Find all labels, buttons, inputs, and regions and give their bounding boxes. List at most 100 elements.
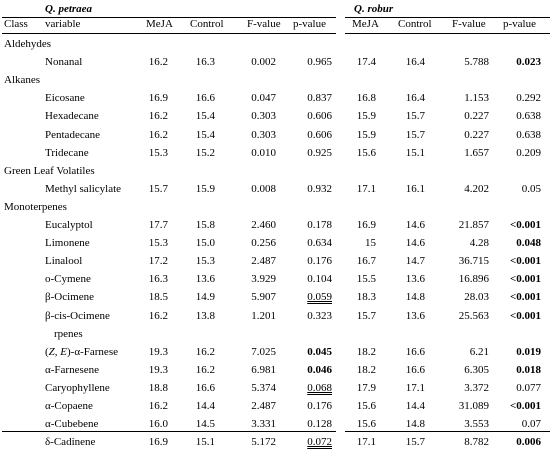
- robur-fvalue-cell: 36.715: [458, 255, 489, 268]
- robur-fvalue-cell: 28.03: [464, 291, 489, 304]
- petraea-pvalue-cell: 0.932: [307, 182, 332, 195]
- robur-fvalue-cell: 1.153: [464, 92, 489, 105]
- robur-control-cell: 13.6: [405, 309, 425, 322]
- robur-control-cell: 13.6: [405, 273, 425, 286]
- robur-meja-cell: 17.9: [356, 381, 376, 394]
- robur-meja-cell: 15.6: [356, 400, 376, 412]
- species-heading-robur: Q. robur: [354, 3, 394, 15]
- table-row: β-Ocimene 18.5 14.9 5.907 0.059 18.3 14.8 28.03…: [0, 288, 553, 306]
- robur-pvalue-cell: <0.001: [509, 309, 541, 322]
- robur-meja-cell: 16.9: [356, 219, 376, 231]
- robur-fvalue-cell: 31.089: [458, 400, 489, 412]
- robur-meja-cell: 18.3: [356, 291, 376, 304]
- petraea-pvalue-cell: 0.837: [307, 92, 332, 105]
- robur-fvalue-cell: 3.553: [464, 418, 489, 431]
- rule-top-left: [2, 17, 336, 18]
- petraea-fvalue-cell: 1.201: [251, 309, 276, 322]
- petraea-pvalue-cell: 0.178: [307, 219, 332, 231]
- robur-control-cell: 14.6: [405, 237, 425, 250]
- robur-pvalue-cell: 0.019: [516, 345, 541, 358]
- header-pvalue-robur: p-value: [503, 18, 536, 30]
- robur-meja-cell: 16.8: [356, 92, 376, 105]
- petraea-control-cell: 15.0: [195, 237, 215, 250]
- compound-name: δ-Cadinene: [45, 436, 96, 449]
- robur-pvalue-cell: 0.292: [516, 92, 541, 105]
- compound-name-suffix: )-α-Farnese: [67, 345, 118, 358]
- robur-fvalue-cell: 1.657: [464, 146, 489, 159]
- header-variable: variable: [45, 18, 81, 30]
- table-row: (Z, E)-α-Farnese 19.3 16.2 7.025 0.045 18.2 16…: [0, 343, 553, 361]
- robur-pvalue-cell: 0.05: [521, 182, 541, 195]
- compound-name: Caryophyllene: [45, 381, 110, 394]
- robur-control-cell: 16.4: [405, 56, 425, 69]
- petraea-control-cell: 16.2: [195, 345, 215, 358]
- petraea-meja-cell: 16.2: [148, 128, 168, 141]
- table-row: Limonene 15.3 15.0 0.256 0.634 15 14.6 4.28 0.04…: [0, 234, 553, 252]
- rule-top-right: [345, 17, 550, 18]
- robur-pvalue-cell: 0.006: [516, 436, 541, 449]
- petraea-pvalue-cell: 0.965: [307, 56, 332, 69]
- robur-control-cell: 14.7: [405, 255, 425, 268]
- rule-bottom-left: [2, 431, 336, 432]
- compound-name: α-Cubebene: [45, 418, 99, 431]
- petraea-control-cell: 16.6: [195, 92, 215, 105]
- robur-meja-cell: 17.1: [356, 436, 376, 449]
- petraea-meja-cell: 16.3: [148, 273, 168, 286]
- petraea-pvalue-cell: 0.925: [307, 146, 332, 159]
- petraea-meja-cell: 15.3: [148, 146, 168, 159]
- category-row: Green Leaf Volatiles: [0, 162, 553, 180]
- robur-fvalue-cell: 8.782: [464, 436, 489, 449]
- robur-control-cell: 15.1: [405, 146, 425, 159]
- robur-meja-cell: 15.7: [356, 309, 376, 322]
- robur-pvalue-cell: <0.001: [509, 255, 541, 268]
- robur-fvalue-cell: 25.563: [458, 309, 489, 322]
- table-row: β-cis-Ocimene 16.2 13.8 1.201 0.323 15.7 13.6 2…: [0, 307, 553, 325]
- petraea-meja-cell: 16.2: [148, 110, 168, 123]
- petraea-control-cell: 15.9: [195, 182, 215, 195]
- petraea-control-cell: 14.5: [195, 418, 215, 431]
- robur-pvalue-cell: <0.001: [509, 219, 541, 231]
- rule-bottom-right: [345, 431, 550, 432]
- petraea-pvalue-cell: 0.068: [307, 381, 332, 394]
- compound-name: (Z, E)-α-Farnese: [45, 345, 118, 359]
- compound-name: Limonene: [45, 237, 90, 250]
- header-fvalue-petraea: F-value: [247, 18, 281, 30]
- robur-pvalue-cell: 0.023: [516, 56, 541, 69]
- table-row: Pentadecane 16.2 15.4 0.303 0.606 15.9 15.7 0.2…: [0, 126, 553, 144]
- petraea-pvalue-cell: 0.128: [307, 418, 332, 431]
- petraea-control-cell: 16.2: [195, 363, 215, 376]
- robur-meja-cell: 15.5: [356, 273, 376, 286]
- robur-fvalue-cell: 4.202: [464, 182, 489, 195]
- compound-name: Methyl salicylate: [45, 182, 122, 195]
- robur-fvalue-cell: 6.21: [469, 345, 489, 358]
- petraea-fvalue-cell: 0.256: [251, 237, 276, 250]
- header-pvalue-petraea: p-value: [293, 18, 326, 30]
- robur-control-cell: 14.8: [405, 418, 425, 431]
- petraea-meja-cell: 17.2: [148, 255, 168, 268]
- robur-fvalue-cell: 4.28: [469, 237, 489, 250]
- table-row: Linalool 17.2 15.3 2.487 0.176 16.7 14.7 36.715…: [0, 252, 553, 270]
- petraea-control-cell: 16.6: [195, 381, 215, 394]
- robur-meja-cell: 16.7: [356, 255, 376, 268]
- robur-control-cell: 17.1: [405, 381, 425, 394]
- robur-pvalue-cell: <0.001: [509, 400, 541, 412]
- petraea-fvalue-cell: 3.929: [251, 273, 276, 286]
- petraea-meja-cell: 16.2: [148, 400, 168, 412]
- table-row: α-Copaene 16.2 14.4 2.487 0.176 15.6 14.4 31.08…: [0, 397, 553, 415]
- robur-fvalue-cell: 16.896: [458, 273, 489, 286]
- table-row: α-Farnesene 19.3 16.2 6.981 0.046 18.2 16.6 6.3…: [0, 361, 553, 379]
- petraea-fvalue-cell: 7.025: [251, 345, 276, 358]
- petraea-control-cell: 15.8: [195, 219, 215, 231]
- petraea-pvalue-cell: 0.323: [307, 309, 332, 322]
- header-fvalue-robur: F-value: [452, 18, 486, 30]
- category-row: Monoterpenes: [0, 198, 553, 216]
- table-row: Methyl salicylate 15.7 15.9 0.008 0.932 17.1 1…: [0, 180, 553, 198]
- compound-name: β-cis-Ocimene: [45, 309, 110, 322]
- category-label: rpenes: [54, 327, 83, 340]
- petraea-meja-cell: 19.3: [148, 363, 168, 376]
- petraea-pvalue-cell: 0.176: [307, 400, 332, 412]
- compound-name-prefix: (: [45, 345, 49, 358]
- petraea-pvalue-cell: 0.059: [307, 291, 332, 304]
- robur-pvalue-cell: 0.209: [516, 146, 541, 159]
- robur-fvalue-cell: 0.227: [464, 110, 489, 123]
